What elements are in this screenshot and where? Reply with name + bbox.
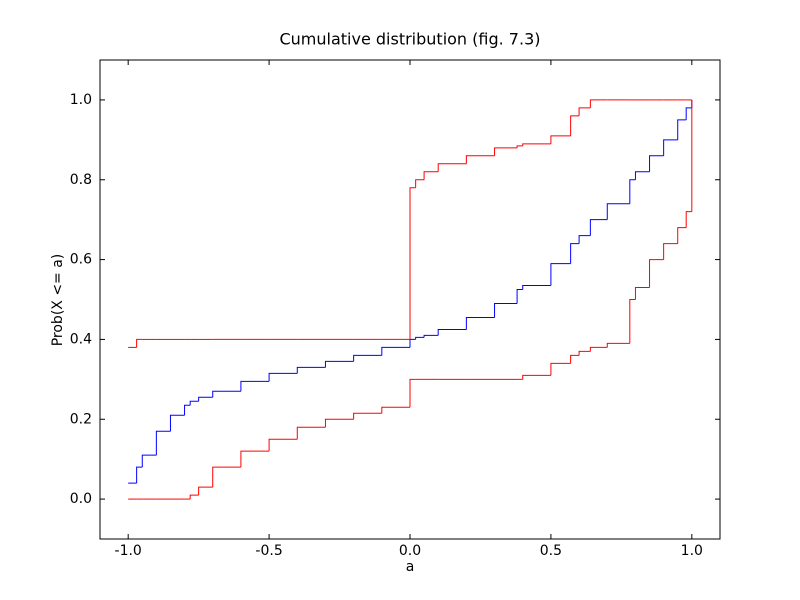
- step-segment: [570, 115, 580, 136]
- step-segment: [649, 259, 664, 288]
- step-segment: [136, 466, 143, 484]
- step-segment: [169, 414, 185, 432]
- step-segment: [494, 302, 518, 318]
- step-segment: [516, 145, 523, 148]
- step-segment: [570, 354, 580, 364]
- step-segment: [353, 412, 382, 420]
- step-segment: [677, 227, 687, 244]
- step-segment: [606, 203, 630, 220]
- step-segment: [136, 338, 143, 348]
- step-segment: [212, 466, 241, 488]
- step-segment: [606, 342, 630, 348]
- step-segment: [324, 360, 354, 368]
- step-segment: [685, 211, 692, 228]
- step-segment: [141, 454, 157, 468]
- step-segment: [353, 354, 382, 362]
- step-segment: [589, 346, 608, 352]
- step-segment: [629, 179, 636, 204]
- step-segment: [437, 163, 467, 172]
- step-segment: [578, 235, 591, 244]
- x-tick-label: 0.5: [540, 543, 562, 559]
- y-tick-label: 0.8: [70, 172, 92, 188]
- x-tick-label: -1.0: [115, 543, 142, 559]
- step-segment: [570, 243, 580, 264]
- step-segment: [465, 155, 495, 164]
- x-tick-label: 0.0: [399, 543, 421, 559]
- step-segment: [663, 139, 678, 156]
- step-segment: [522, 374, 551, 380]
- step-segment: [184, 404, 191, 416]
- step-segment: [663, 243, 678, 260]
- y-tick-label: 0.6: [70, 252, 92, 268]
- step-segment: [550, 263, 571, 286]
- step-segment: [189, 494, 199, 500]
- step-segment: [649, 155, 664, 172]
- step-segment: [155, 430, 171, 456]
- step-segment: [423, 171, 439, 180]
- step-segment: [381, 346, 410, 356]
- x-axis-label: a: [406, 559, 415, 575]
- step-segment: [465, 316, 495, 330]
- step-segment: [381, 406, 410, 414]
- x-tick-label: -0.5: [255, 543, 282, 559]
- step-segment: [589, 99, 608, 108]
- step-segment: [589, 219, 608, 236]
- step-segment: [578, 350, 591, 356]
- plot-area: [128, 99, 693, 500]
- step-segment: [550, 135, 571, 144]
- step-segment: [494, 147, 518, 156]
- step-segment: [629, 299, 636, 344]
- y-axis-label: Prob(X <= a): [50, 254, 66, 347]
- step-segment: [550, 362, 571, 376]
- step-segment: [409, 378, 416, 408]
- step-segment: [634, 287, 650, 300]
- step-segment: [522, 143, 551, 146]
- y-tick-label: 0.0: [70, 491, 92, 507]
- step-segment: [522, 285, 551, 290]
- step-segment: [240, 380, 270, 392]
- step-segment: [423, 334, 439, 338]
- step-segment: [198, 396, 213, 402]
- step-segment: [677, 119, 687, 140]
- step-segment: [685, 107, 692, 120]
- step-segment: [437, 328, 467, 336]
- step-segment: [415, 336, 425, 340]
- step-segment: [268, 372, 298, 382]
- step-segment: [634, 171, 650, 180]
- y-tick-label: 1.0: [70, 92, 92, 108]
- step-segment: [296, 366, 326, 374]
- step-segment: [516, 289, 523, 304]
- y-tick-label: 0.2: [70, 411, 92, 427]
- step-segment: [296, 426, 326, 440]
- step-segment: [268, 438, 298, 452]
- x-tick-label: 1.0: [681, 543, 703, 559]
- step-segment: [189, 400, 199, 406]
- chart-title: Cumulative distribution (fig. 7.3): [279, 30, 540, 49]
- step-segment: [578, 107, 591, 116]
- step-segment: [212, 390, 241, 398]
- step-segment: [409, 187, 416, 340]
- step-segment: [198, 486, 213, 496]
- step-segment: [240, 450, 270, 468]
- step-segment: [415, 179, 425, 188]
- step-segment: [324, 418, 354, 428]
- y-tick-label: 0.4: [70, 331, 92, 347]
